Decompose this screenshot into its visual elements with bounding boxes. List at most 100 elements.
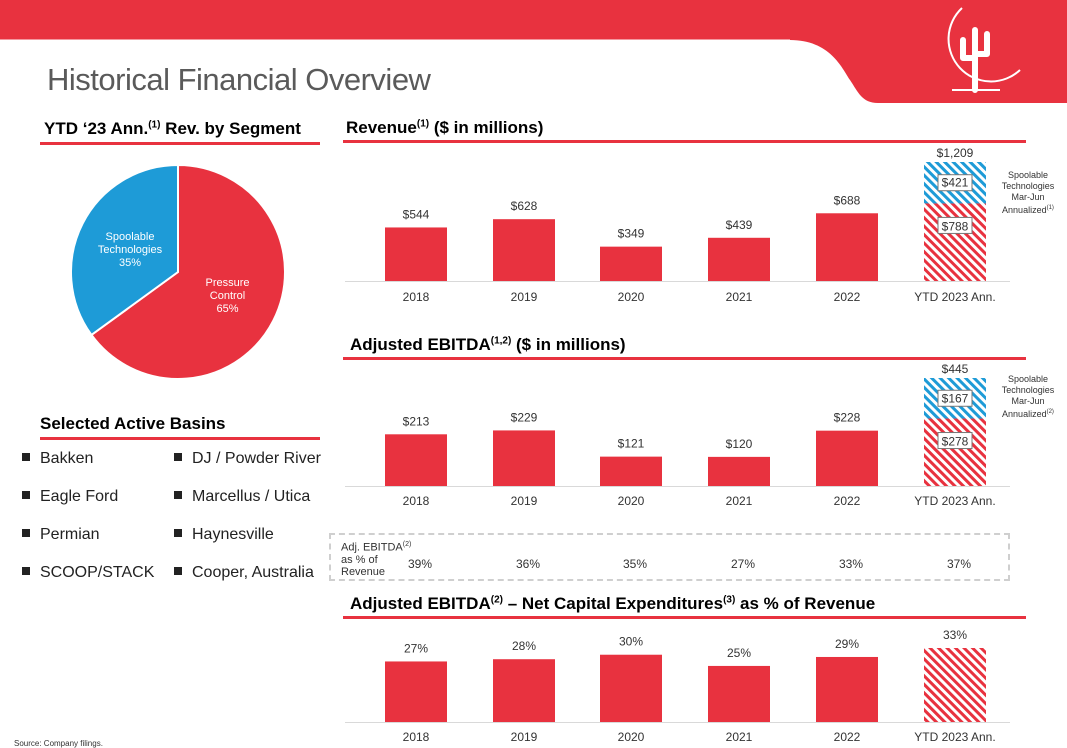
- basin-item: Marcellus / Utica: [174, 488, 310, 506]
- capex-data-label: 25%: [727, 646, 751, 660]
- ebitda-bar: [385, 434, 447, 486]
- margin-value: 35%: [622, 557, 648, 571]
- bullet-icon: [22, 453, 30, 461]
- ebitda-total-label: $445: [942, 362, 969, 376]
- revenue-data-label: $439: [726, 218, 753, 232]
- basins-title-rule: [40, 437, 320, 440]
- capex-data-label: 30%: [619, 635, 643, 649]
- revenue-data-label: $628: [511, 199, 538, 213]
- revenue-tick-label: 2022: [834, 290, 861, 304]
- capex-data-label: 29%: [835, 637, 859, 651]
- ebitda-margin-label: Adj. EBITDA(2) as % of Revenue: [341, 541, 412, 578]
- pie-label-pressure-value: 65%: [216, 303, 239, 315]
- ebitda-margin-box: [329, 533, 1010, 581]
- revenue-tick-label: 2019: [511, 290, 538, 304]
- pie-label-spoolable-value: 35%: [118, 257, 142, 269]
- capex-data-label: 27%: [404, 641, 428, 655]
- basin-item: Cooper, Australia: [174, 564, 314, 582]
- revenue-bar: [708, 237, 770, 281]
- source-note: Source: Company filings.: [14, 739, 103, 748]
- bullet-icon: [22, 567, 30, 575]
- ebitda-stack-label: $167: [942, 391, 969, 405]
- ebitda-tick-label: 2018: [403, 494, 430, 508]
- page-title: Historical Financial Overview: [47, 62, 431, 97]
- ebitda-tick-label: 2021: [726, 494, 753, 508]
- pie-label-spoolable-name: Spoolable Technologies: [97, 231, 163, 256]
- revenue-tick-label: 2018: [403, 290, 430, 304]
- basin-item: DJ / Powder River: [174, 450, 321, 468]
- revenue-bar: [816, 213, 878, 281]
- revenue-bar: [493, 219, 555, 281]
- pie-slice: [70, 163, 179, 337]
- pie-label-pressure: Pressure Control 65%: [180, 277, 275, 316]
- bullet-icon: [174, 529, 182, 537]
- margin-value: 39%: [407, 557, 433, 571]
- ebitda-stack-value-box: [937, 389, 973, 407]
- revenue-bar: [385, 227, 447, 281]
- margin-value: 33%: [838, 557, 864, 571]
- basin-item: SCOOP/STACK: [22, 564, 154, 582]
- revenue-data-label: $788: [942, 219, 969, 233]
- capex-tick-label: 2018: [403, 730, 430, 744]
- ebitda-data-label: $229: [511, 410, 538, 424]
- revenue-chart-title: Revenue(1) ($ in millions): [346, 118, 544, 137]
- margin-value: 27%: [730, 557, 756, 571]
- capex-bar: [493, 659, 555, 722]
- revenue-stack-value-box: [937, 174, 973, 192]
- capex-data-label: 33%: [943, 628, 967, 642]
- segment-chart-title: YTD ‘23 Ann.(1) Rev. by Segment: [44, 119, 301, 138]
- capex-tick-label: 2020: [618, 730, 645, 744]
- revenue-bar: [924, 203, 986, 281]
- ebitda-ytd-value-box: [937, 432, 973, 450]
- ebitda-tick-label: 2020: [618, 494, 645, 508]
- revenue-total-label: $1,209: [937, 146, 974, 160]
- basin-item: Eagle Ford: [22, 488, 118, 506]
- ebitda-tick-label: 2022: [834, 494, 861, 508]
- basins-title: Selected Active Basins: [40, 414, 226, 433]
- basin-item: Haynesville: [174, 526, 274, 544]
- revenue-data-label: $544: [403, 207, 430, 221]
- ebitda-chart-title: Adjusted EBITDA(1,2) ($ in millions): [350, 335, 626, 354]
- capex-bar: [924, 648, 986, 722]
- capex-tick-label: 2019: [511, 730, 538, 744]
- pie-slice: [90, 163, 286, 380]
- ebitda-data-label: $213: [403, 414, 430, 428]
- ebitda-data-label: $278: [942, 435, 969, 449]
- ebitda-tick-label: YTD 2023 Ann.: [914, 494, 995, 508]
- capex-bar: [708, 665, 770, 722]
- bullet-icon: [174, 491, 182, 499]
- revenue-data-label: $688: [834, 193, 861, 207]
- ebitda-spoolable-note: Spoolable Technologies Mar-Jun Annualized(2…: [1001, 374, 1055, 419]
- revenue-tick-label: 2021: [726, 290, 753, 304]
- ebitda-bar: [816, 430, 878, 486]
- cactus-logo-icon: [947, 7, 1021, 93]
- capex-tick-label: 2021: [726, 730, 753, 744]
- capex-bar: [385, 661, 447, 722]
- capex-tick-label: 2022: [834, 730, 861, 744]
- ebitda-data-label: $228: [834, 411, 861, 425]
- margin-value: 36%: [515, 557, 541, 571]
- ebitda-bar: [708, 456, 770, 486]
- capex-tick-label: YTD 2023 Ann.: [914, 730, 995, 744]
- ebitda-bar: [600, 456, 662, 486]
- bullet-icon: [174, 453, 182, 461]
- revenue-title-rule: [343, 140, 1026, 143]
- ebitda-bar: [493, 430, 555, 486]
- ebitda-data-label: $120: [726, 437, 753, 451]
- bullet-icon: [22, 491, 30, 499]
- basin-item: Bakken: [22, 450, 93, 468]
- capex-bar: [816, 656, 878, 722]
- revenue-data-label: $349: [618, 227, 645, 241]
- header-band: [0, 0, 1067, 103]
- revenue-tick-label: 2020: [618, 290, 645, 304]
- revenue-ytd-value-box: [937, 216, 973, 234]
- margin-value: 37%: [946, 557, 972, 571]
- revenue-stack-label: $421: [942, 176, 969, 190]
- bullet-icon: [174, 567, 182, 575]
- capex-chart-title: Adjusted EBITDA(2) – Net Capital Expendi…: [350, 594, 876, 613]
- revenue-bar: [600, 246, 662, 281]
- basin-item: Permian: [22, 526, 100, 544]
- capex-data-label: 28%: [512, 639, 536, 653]
- segment-title-rule: [40, 142, 320, 145]
